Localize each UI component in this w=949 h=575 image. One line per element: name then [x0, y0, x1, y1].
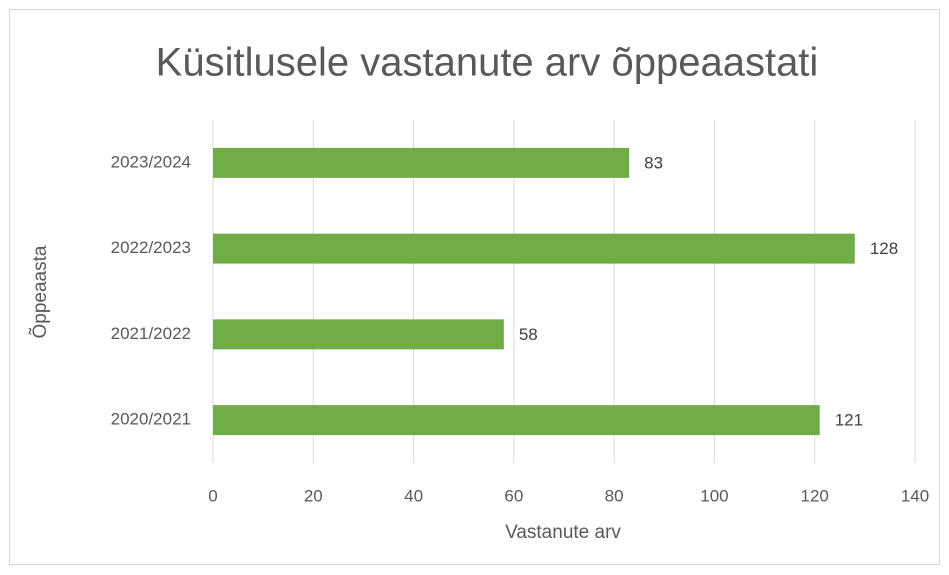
- data-label: 128: [870, 239, 898, 258]
- y-tick-label: 2022/2023: [111, 238, 191, 257]
- chart-title: Küsitlusele vastanute arv õppeaastati: [156, 41, 819, 85]
- x-tick-label: 40: [404, 486, 423, 505]
- x-tick-label: 0: [208, 486, 217, 505]
- x-tick-label: 80: [605, 486, 624, 505]
- y-tick-label: 2023/2024: [111, 152, 191, 171]
- chart-border: [9, 9, 940, 565]
- bar: [213, 147, 630, 178]
- x-tick-label: 100: [700, 486, 728, 505]
- data-label: 83: [644, 153, 663, 172]
- bar: [213, 233, 855, 264]
- x-tick-label: 60: [504, 486, 523, 505]
- x-tick-label: 120: [801, 486, 829, 505]
- y-tick-label: 2021/2022: [111, 324, 191, 343]
- y-axis-label: Õppeaasta: [29, 245, 51, 338]
- y-tick-label: 2020/2021: [111, 410, 191, 429]
- bar: [213, 405, 820, 436]
- data-label: 121: [835, 411, 863, 430]
- bar: [213, 319, 504, 350]
- x-tick-label: 140: [901, 486, 929, 505]
- x-axis-label: Vastanute arv: [505, 522, 621, 543]
- data-label: 58: [519, 325, 538, 344]
- x-tick-label: 20: [304, 486, 323, 505]
